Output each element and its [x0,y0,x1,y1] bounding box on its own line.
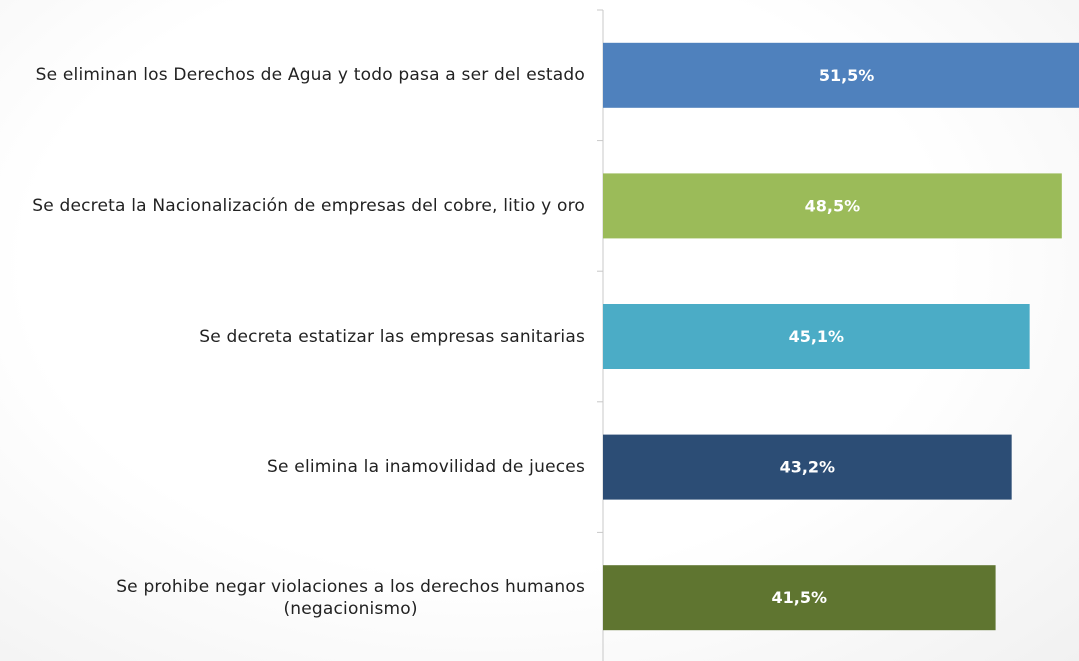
bar [603,565,996,631]
category-label: Se elimina la inamovilidad de jueces [267,457,585,478]
bar [603,173,1062,239]
bar [603,42,1079,108]
bar [603,304,1030,369]
category-label: Se decreta la Nacionalización de empresa… [32,195,585,216]
value-label: 48,5% [805,196,861,215]
category-label: Se decreta estatizar las empresas sanita… [199,326,585,347]
value-label: 41,5% [772,588,828,607]
value-label: 43,2% [780,458,836,477]
category-label: Se eliminan los Derechos de Agua y todo … [35,65,585,86]
value-label: 45,1% [789,327,845,346]
bar [603,434,1012,500]
value-label: 51,5% [819,66,875,85]
category-label: Se prohibe negar violaciones a los derec… [116,576,585,619]
